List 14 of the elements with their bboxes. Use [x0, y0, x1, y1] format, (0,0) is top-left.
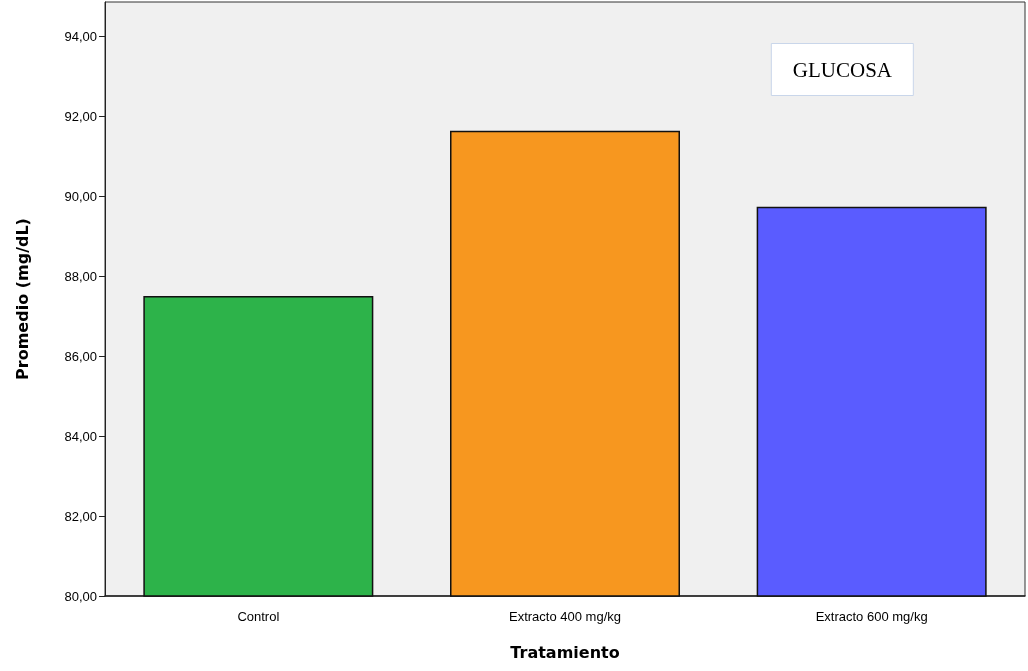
- y-axis-title: Promedio (mg/dL): [12, 218, 32, 380]
- x-tick-label: Control: [237, 609, 280, 624]
- y-tick-label: 90,00: [64, 188, 97, 204]
- y-tick-label: 82,00: [64, 508, 97, 524]
- y-tick-label: 80,00: [64, 588, 97, 604]
- y-tick-label: 94,00: [64, 28, 97, 44]
- y-tick-label: 92,00: [64, 108, 97, 124]
- y-tick-label: 88,00: [64, 268, 97, 284]
- y-tick-label: 84,00: [64, 428, 97, 444]
- x-tick-label: Extracto 600 mg/kg: [815, 609, 928, 624]
- x-tick-label: Extracto 400 mg/kg: [509, 609, 621, 624]
- x-axis-title: Tratamiento: [510, 642, 620, 662]
- text: GLUCOSA: [792, 57, 893, 82]
- y-tick-label: 86,00: [64, 348, 97, 364]
